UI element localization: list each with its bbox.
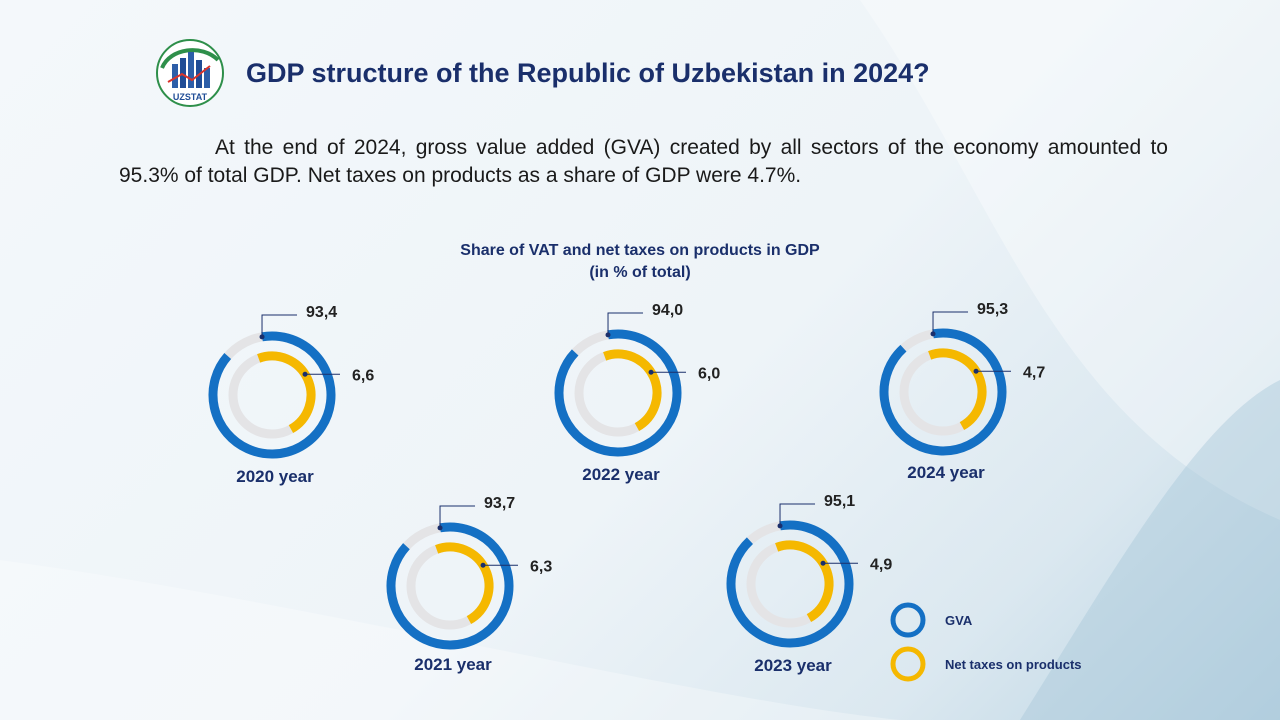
tax-arc	[257, 351, 316, 434]
tax-arc	[603, 349, 662, 432]
logo-text: UZSTAT	[173, 92, 208, 102]
year-label: 2021 year	[414, 655, 492, 674]
year-label: 2020 year	[236, 467, 314, 486]
tax-value-label: 6,6	[352, 367, 374, 384]
gva-value-label: 93,4	[306, 304, 337, 321]
gva-leader-line	[779, 503, 816, 526]
uzstat-logo: UZSTAT	[152, 38, 228, 108]
tax-value-label: 4,7	[1023, 364, 1045, 381]
tax-arc	[775, 540, 834, 623]
gva-arc	[208, 331, 336, 459]
gva-value-label: 94,0	[652, 302, 683, 319]
gva-leader-line	[261, 314, 298, 337]
gva-leader-line	[607, 312, 644, 335]
intro-paragraph: At the end of 2024, gross value added (G…	[119, 136, 1168, 187]
tax-arc	[928, 348, 987, 431]
tax-arc	[435, 542, 494, 625]
gva-arc	[879, 328, 1007, 456]
year-label: 2023 year	[754, 656, 832, 675]
gva-leader-line	[439, 505, 476, 528]
year-label: 2024 year	[907, 463, 985, 482]
gva-value-label: 93,7	[484, 495, 515, 512]
chart-subtitle: (in % of total)	[589, 264, 691, 281]
gva-value-label: 95,1	[824, 493, 855, 510]
tax-value-label: 6,0	[698, 365, 720, 382]
gva-arc	[554, 329, 682, 457]
legend-gva-label: GVA	[945, 613, 973, 628]
year-label: 2022 year	[582, 465, 660, 484]
gva-arc	[386, 522, 514, 650]
page-title: GDP structure of the Republic of Uzbekis…	[246, 58, 930, 88]
gva-value-label: 95,3	[977, 301, 1008, 318]
legend-tax-label: Net taxes on products	[945, 657, 1082, 672]
legend-tax-swatch	[890, 646, 926, 682]
tax-value-label: 6,3	[530, 558, 552, 575]
gva-leader-line	[932, 311, 969, 334]
chart-title-main: Share of VAT and net taxes on products i…	[460, 242, 820, 259]
chart-title: Share of VAT and net taxes on products i…	[380, 240, 900, 284]
gva-arc	[726, 520, 854, 648]
tax-value-label: 4,9	[870, 556, 892, 573]
legend-gva-swatch	[890, 602, 926, 638]
